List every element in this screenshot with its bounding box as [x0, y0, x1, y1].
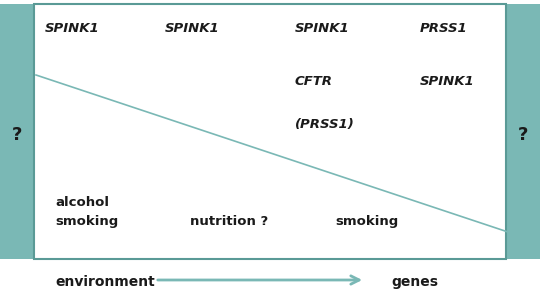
Text: SPINK1: SPINK1 [165, 22, 220, 35]
Bar [506, 4, 540, 259]
Text: smoking: smoking [55, 215, 118, 228]
Text: alcohol: alcohol [55, 196, 109, 209]
Text: (PRSS1): (PRSS1) [295, 118, 355, 131]
Bar [0, 4, 34, 259]
Text: ?: ? [518, 126, 528, 144]
Bar [34, 4, 506, 259]
Text: PRSS1: PRSS1 [420, 22, 468, 35]
Text: CFTR: CFTR [295, 75, 333, 88]
Text: genes: genes [392, 275, 438, 289]
Text: ?: ? [12, 126, 22, 144]
Text: SPINK1: SPINK1 [420, 75, 475, 88]
Text: SPINK1: SPINK1 [45, 22, 100, 35]
Text: SPINK1: SPINK1 [295, 22, 350, 35]
Text: environment: environment [55, 275, 155, 289]
Text: nutrition ?: nutrition ? [190, 215, 268, 228]
Text: smoking: smoking [335, 215, 399, 228]
